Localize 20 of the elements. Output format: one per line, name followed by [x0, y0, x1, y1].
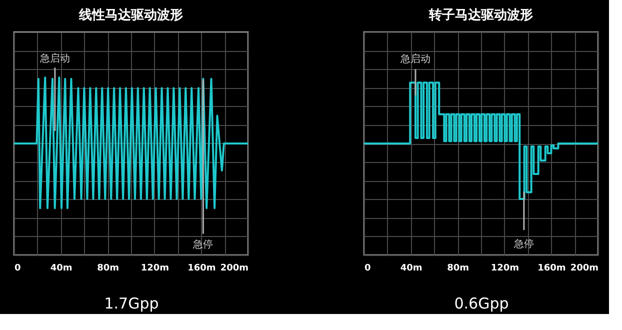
chart-title: 线性马达驱动波形	[78, 8, 183, 23]
x-tick-label: 120m	[140, 264, 169, 274]
x-axis-title: 0.6Gpp	[454, 294, 509, 312]
x-tick-label: 0	[14, 264, 21, 274]
annotation: 急停	[192, 238, 214, 250]
x-tick-label: 80m	[97, 264, 120, 274]
x-axis-title: 1.7Gpp	[104, 294, 159, 312]
x-tick-label: 160m	[188, 264, 216, 274]
chart-title: 转子马达驱动波形	[428, 8, 533, 23]
x-tick-label: 160m	[538, 264, 566, 274]
x-tick-label: 40m	[400, 264, 422, 274]
x-tick-label: 0	[364, 264, 371, 274]
x-tick-label: 80m	[447, 264, 470, 274]
x-tick-label: 200m	[570, 264, 598, 274]
x-tick-label: 120m	[490, 264, 519, 274]
annotation: 急停	[512, 238, 534, 250]
annotation: 急启动	[38, 52, 70, 64]
annotation: 急启动	[399, 52, 430, 65]
x-tick-label: 200m	[220, 264, 248, 274]
x-tick-label: 40m	[50, 264, 72, 274]
